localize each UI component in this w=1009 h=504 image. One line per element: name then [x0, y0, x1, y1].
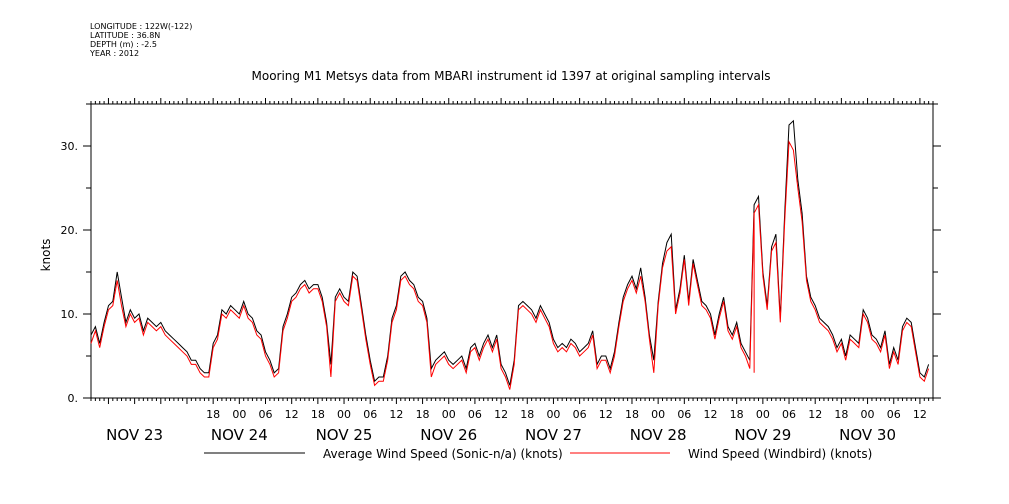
plot-frame [90, 103, 934, 399]
metadata-block: LONGITUDE : 122W(-122) LATITUDE : 36.8N … [90, 22, 192, 58]
x-tick-label: 12 [285, 408, 299, 421]
series-line-average [90, 119, 930, 386]
legend-label-windbird: Wind Speed (Windbird) (knots) [688, 447, 872, 461]
date-label: NOV 26 [420, 426, 477, 444]
x-tick-label: 00 [756, 408, 770, 421]
y-tick-labels: 0. 10. 20. 30. [61, 140, 79, 405]
x-tick-label: 06 [259, 408, 273, 421]
y-tick-label: 30. [61, 140, 79, 153]
x-tick-label: 18 [311, 408, 325, 421]
date-label: NOV 30 [839, 426, 896, 444]
x-tick-label: 18 [520, 408, 534, 421]
x-tick-label: 12 [494, 408, 508, 421]
x-tick-label: 06 [782, 408, 796, 421]
x-tick-label: 18 [834, 408, 848, 421]
y-axis-label: knots [39, 239, 53, 272]
chart-title: Mooring M1 Metsys data from MBARI instru… [252, 69, 771, 83]
y-tick-label: 0. [68, 392, 79, 405]
x-tick-label: 12 [704, 408, 718, 421]
x-tick-label: 18 [206, 408, 220, 421]
x-tick-label: 12 [913, 408, 927, 421]
date-labels: NOV 23 NOV 24 NOV 25 NOV 26 NOV 27 NOV 28 NOV … [106, 426, 896, 444]
x-tick-label: 12 [808, 408, 822, 421]
x-tick-labels: 18 00 06 12 18 00 06 12 18 00 06 12 18 00 06 12 18 00 06 12… [206, 408, 927, 421]
date-label: NOV 27 [525, 426, 582, 444]
year-text: YEAR : 2012 [90, 49, 140, 58]
legend-label-average: Average Wind Speed (Sonic-n/a) (knots) [323, 447, 563, 461]
axis-ticks [83, 98, 941, 404]
x-tick-label: 06 [677, 408, 691, 421]
x-tick-label: 00 [442, 408, 456, 421]
x-tick-label: 06 [887, 408, 901, 421]
series-line-windbird [90, 139, 930, 390]
longitude-text: LONGITUDE : 122W(-122) [90, 22, 193, 31]
date-label: NOV 23 [106, 426, 163, 444]
x-tick-label: 12 [599, 408, 613, 421]
x-tick-label: 06 [468, 408, 482, 421]
x-tick-label: 00 [651, 408, 665, 421]
y-tick-label: 10. [61, 308, 79, 321]
x-tick-label: 00 [861, 408, 875, 421]
x-tick-label: 00 [337, 408, 351, 421]
date-label: NOV 24 [211, 426, 268, 444]
y-tick-label: 20. [61, 224, 79, 237]
date-label: NOV 29 [734, 426, 791, 444]
x-tick-label: 00 [546, 408, 560, 421]
x-tick-label: 18 [625, 408, 639, 421]
depth-text: DEPTH (m) : -2.5 [90, 40, 157, 49]
x-tick-label: 06 [363, 408, 377, 421]
series-layer [90, 119, 930, 390]
latitude-text: LATITUDE : 36.8N [90, 31, 161, 40]
x-tick-label: 00 [232, 408, 246, 421]
date-label: NOV 25 [316, 426, 373, 444]
x-tick-label: 18 [416, 408, 430, 421]
x-tick-label: 06 [573, 408, 587, 421]
x-tick-label: 18 [730, 408, 744, 421]
legend: Average Wind Speed (Sonic-n/a) (knots) W… [204, 447, 872, 461]
x-tick-label: 12 [389, 408, 403, 421]
date-label: NOV 28 [630, 426, 687, 444]
